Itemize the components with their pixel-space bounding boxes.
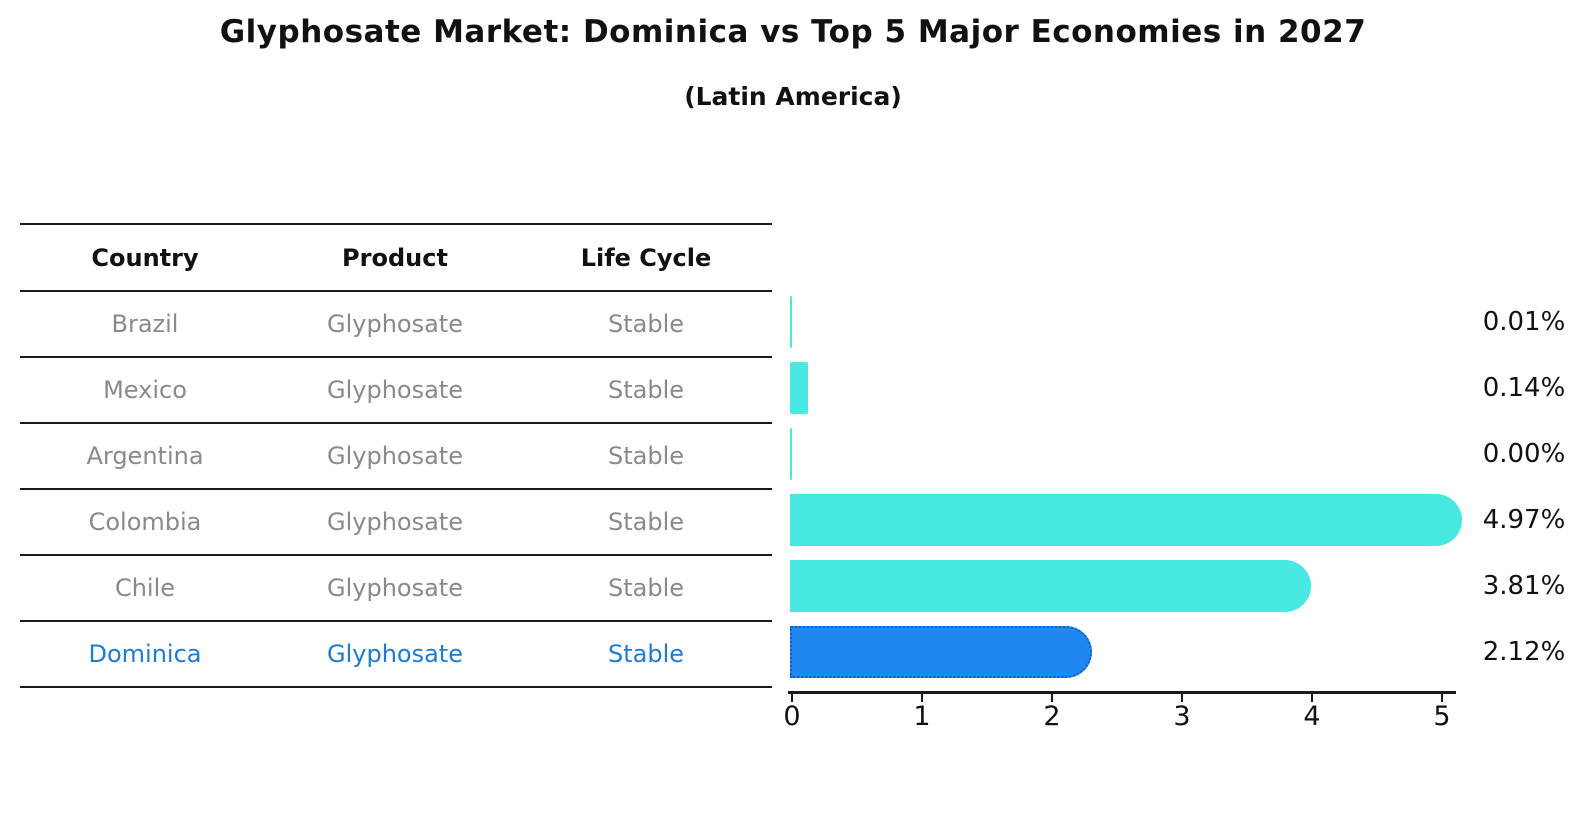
bar-chile: [790, 560, 1312, 612]
table-row: Mexico Glyphosate Stable: [20, 358, 772, 424]
value-label-argentina: 0.00%: [1482, 439, 1566, 469]
country-cell: Brazil: [111, 310, 179, 338]
product-cell: Glyphosate: [327, 376, 463, 404]
value-label-brazil: 0.01%: [1482, 307, 1566, 337]
column-header-life-cycle: Life Cycle: [580, 243, 712, 272]
table-header-row: Country Product Life Cycle: [20, 225, 772, 292]
table-row-dominica: Dominica Glyphosate Stable: [20, 622, 772, 688]
country-table: Country Product Life Cycle Brazil Glypho…: [20, 223, 772, 688]
x-axis-tick: [1181, 694, 1183, 702]
x-axis-tick-label: 4: [1303, 701, 1321, 732]
value-label-chile: 3.81%: [1482, 571, 1566, 601]
value-label-mexico: 0.14%: [1482, 373, 1566, 403]
country-cell: Colombia: [88, 508, 202, 536]
table-row: Brazil Glyphosate Stable: [20, 292, 772, 358]
life-cycle-cell: Stable: [607, 574, 685, 602]
x-axis-tick: [1051, 694, 1053, 702]
bar-argentina: [790, 428, 792, 480]
x-axis-line: [788, 691, 1456, 694]
life-cycle-cell: Stable: [607, 640, 685, 668]
x-axis-tick: [791, 694, 793, 702]
table-row: Argentina Glyphosate Stable: [20, 424, 772, 490]
product-cell: Glyphosate: [327, 310, 463, 338]
x-axis-tick-label: 3: [1173, 701, 1191, 732]
table-row: Chile Glyphosate Stable: [20, 556, 772, 622]
product-cell: Glyphosate: [327, 508, 463, 536]
x-axis-tick-label: 5: [1433, 701, 1451, 732]
country-cell: Dominica: [88, 640, 202, 668]
product-cell: Glyphosate: [327, 640, 463, 668]
country-cell: Chile: [114, 574, 176, 602]
chart-title: Glyphosate Market: Dominica vs Top 5 Maj…: [219, 14, 1367, 50]
bar-colombia: [790, 494, 1463, 546]
life-cycle-cell: Stable: [607, 442, 685, 470]
table-row: Colombia Glyphosate Stable: [20, 490, 772, 556]
value-label-dominica: 2.12%: [1482, 637, 1566, 667]
product-cell: Glyphosate: [327, 442, 463, 470]
product-cell: Glyphosate: [327, 574, 463, 602]
x-axis-tick-label: 0: [783, 701, 801, 732]
life-cycle-cell: Stable: [607, 376, 685, 404]
x-axis-tick: [921, 694, 923, 702]
bar-dominica: [790, 626, 1092, 678]
x-axis-tick-label: 2: [1043, 701, 1061, 732]
life-cycle-cell: Stable: [607, 310, 685, 338]
column-header-product: Product: [342, 243, 448, 272]
life-cycle-cell: Stable: [607, 508, 685, 536]
x-axis-tick: [1311, 694, 1313, 702]
x-axis-tick: [1441, 694, 1443, 702]
country-cell: Mexico: [103, 376, 187, 404]
value-label-colombia: 4.97%: [1482, 505, 1566, 535]
x-axis-tick-label: 1: [913, 701, 931, 732]
bar-brazil: [790, 296, 792, 348]
chart-subtitle: (Latin America): [684, 82, 902, 111]
column-header-country: Country: [91, 243, 199, 272]
bar-mexico: [790, 362, 809, 414]
country-cell: Argentina: [86, 442, 204, 470]
